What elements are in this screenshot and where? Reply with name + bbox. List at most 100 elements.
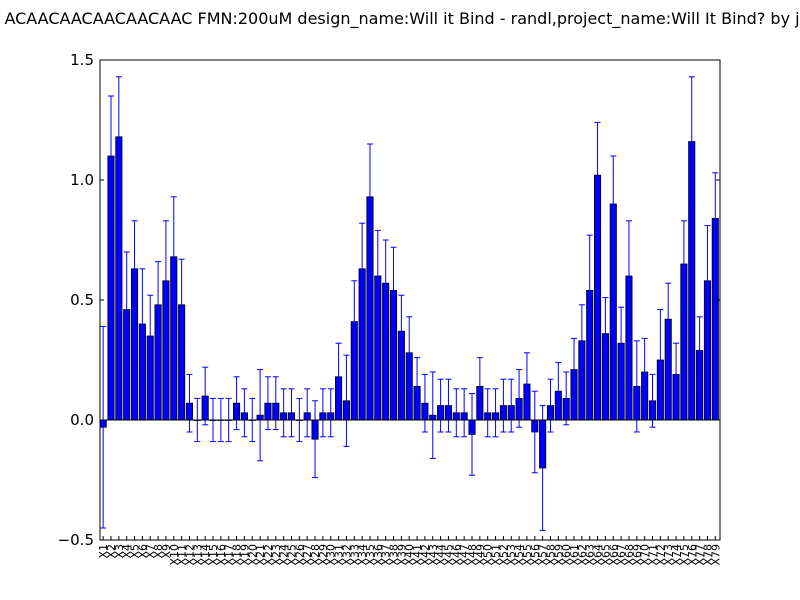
errorbar-X29 (319, 388, 326, 438)
errorbar-X45 (445, 378, 452, 433)
x-tick-label: X10 (168, 544, 181, 566)
errorbar-X42 (421, 373, 428, 433)
x-tick-label: X49 (474, 544, 487, 566)
errorbar-X41 (414, 357, 421, 416)
errorbar-X30 (327, 388, 334, 438)
errorbar-X66 (610, 155, 617, 253)
x-tick-label: X79 (709, 544, 722, 566)
x-tick-label: X18 (231, 544, 244, 566)
errorbar-X31 (335, 342, 342, 411)
x-tick-label: X12 (183, 544, 196, 566)
x-axis-ticks: X1X2X3X4X5X6X7X8X9X10X11X12X13X14X15X16X… (97, 536, 722, 566)
errorbar-X53 (508, 378, 515, 433)
x-tick-label: X66 (607, 544, 620, 566)
x-tick-label: X11 (176, 544, 189, 566)
x-tick-label: X40 (403, 544, 416, 566)
x-tick-label: X6 (136, 544, 149, 559)
errorbar-X3 (115, 76, 122, 198)
x-tick-label: X78 (701, 544, 714, 566)
x-tick-label: X19 (238, 544, 251, 566)
errorbar-X40 (406, 316, 413, 390)
x-tick-label: X67 (615, 544, 628, 566)
x-tick-label: X33 (348, 544, 361, 566)
x-tick-label: X1 (97, 544, 110, 559)
errorbar-X60 (563, 371, 570, 426)
x-tick-label: X2 (105, 544, 118, 559)
errorbar-X32 (343, 354, 350, 447)
errorbar-X48 (469, 393, 475, 476)
x-tick-label: X72 (654, 544, 667, 566)
errorbar-X47 (461, 388, 468, 438)
errorbar-X52 (500, 378, 507, 433)
errorbar-X57 (539, 405, 546, 531)
errorbar-X50 (484, 388, 491, 438)
errorbar-X49 (476, 357, 483, 416)
chart-title: ACAACAACAACAACAAC FMN:200uM design_name:… (4, 9, 799, 29)
errorbar-X10 (170, 196, 177, 318)
y-tick-label: 1.5 (70, 51, 94, 69)
errorbar-X25 (288, 388, 295, 438)
errorbar-X37 (382, 239, 389, 327)
errorbar-X73 (665, 282, 672, 356)
errorbar-X18 (233, 376, 240, 431)
errorbar-X69 (633, 340, 640, 433)
x-tick-label: X30 (325, 544, 338, 566)
errorbar-X62 (578, 304, 585, 378)
x-tick-label: X68 (623, 544, 636, 566)
x-tick-label: X27 (301, 544, 314, 566)
errorbar-X4 (123, 251, 130, 368)
x-tick-label: X75 (678, 544, 691, 566)
errorbar-X34 (359, 222, 366, 315)
x-tick-label: X25 (285, 544, 298, 566)
x-tick-label: X58 (544, 544, 557, 566)
errorbar-X1 (100, 325, 107, 529)
errorbar-X68 (625, 220, 632, 332)
errorbar-X51 (492, 388, 499, 438)
x-tick-label: X56 (529, 544, 542, 566)
x-tick-label: X28 (309, 544, 322, 566)
errorbar-X79 (712, 172, 719, 265)
x-tick-label: X69 (631, 544, 644, 566)
errorbar-X70 (641, 337, 648, 407)
errorbar-X67 (618, 306, 625, 380)
x-tick-label: X46 (450, 544, 463, 566)
errorbar-X74 (673, 342, 680, 407)
errorbar-X28 (312, 400, 319, 479)
errorbar-X27 (304, 388, 311, 438)
x-tick-label: X55 (521, 544, 534, 566)
errorbar-X11 (178, 258, 185, 351)
x-tick-label: X44 (435, 544, 448, 566)
errorbar-X35 (366, 143, 373, 251)
x-tick-label: X20 (246, 544, 259, 566)
errorbar-X65 (602, 297, 609, 371)
x-tick-label: X23 (270, 544, 283, 566)
errorbar-X46 (453, 388, 460, 438)
errorbar-X43 (429, 371, 436, 459)
y-tick-label: −0.5 (58, 531, 94, 549)
x-tick-label: X51 (490, 544, 503, 566)
errorbar-X72 (657, 309, 664, 411)
errorbar-X64 (594, 121, 601, 229)
x-tick-label: X62 (576, 544, 589, 566)
errorbar-X71 (649, 373, 656, 428)
errorbar-X19 (241, 388, 248, 438)
x-tick-label: X41 (411, 544, 424, 566)
errorbar-X77 (696, 316, 703, 385)
x-tick-label: X3 (113, 544, 126, 559)
x-tick-label: X43 (427, 544, 440, 566)
errorbar-X7 (147, 294, 154, 378)
errorbars-layer (100, 76, 719, 531)
errorbar-X63 (586, 234, 593, 347)
x-tick-label: X5 (129, 544, 142, 559)
x-tick-label: X63 (584, 544, 597, 566)
x-tick-label: X14 (199, 544, 212, 566)
x-tick-label: X13 (191, 544, 204, 566)
x-tick-label: X48 (466, 544, 479, 566)
x-tick-label: X34 (356, 544, 369, 566)
y-tick-label: 1.0 (70, 171, 94, 189)
bars-layer (99, 136, 719, 469)
errorbar-X44 (437, 378, 444, 433)
errorbar-X36 (374, 229, 381, 323)
errorbar-X61 (571, 337, 578, 402)
